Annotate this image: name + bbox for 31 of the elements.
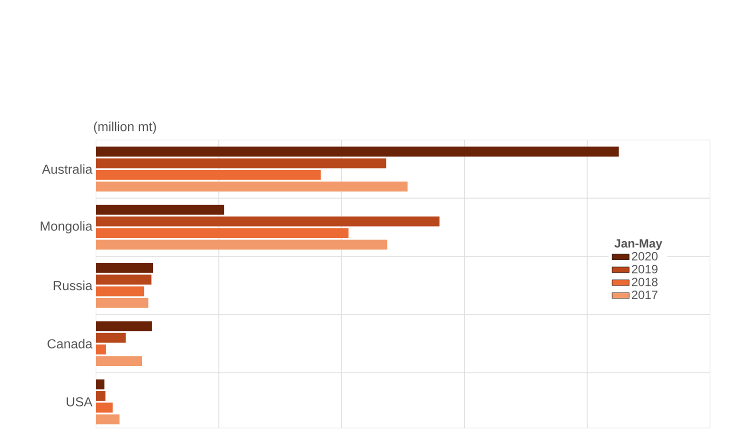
bar xyxy=(96,274,152,285)
y-tick-label: Mongolia xyxy=(40,221,92,234)
bar xyxy=(96,182,408,192)
bar xyxy=(96,228,349,238)
bar xyxy=(96,344,106,354)
legend-label: 2018 xyxy=(632,278,658,286)
bar xyxy=(96,402,113,413)
bar xyxy=(96,391,106,401)
y-tick-label: USA xyxy=(66,397,92,406)
legend-label: 2017 xyxy=(632,290,658,300)
y-tick-label: Russia xyxy=(54,280,92,290)
bar xyxy=(96,240,388,250)
legend-label: 2020 xyxy=(632,252,658,260)
bar xyxy=(96,204,224,215)
bar xyxy=(96,298,148,308)
bar xyxy=(96,146,619,157)
bar xyxy=(96,286,144,296)
bar xyxy=(96,414,120,424)
x-axis-title: (million mt) xyxy=(94,122,156,134)
bar xyxy=(96,170,321,180)
bar xyxy=(96,356,142,366)
y-tick-label: Australia xyxy=(42,164,92,174)
bar xyxy=(96,216,440,226)
legend-title: Jan-May xyxy=(614,239,662,250)
bar xyxy=(96,332,126,343)
bar xyxy=(96,158,386,168)
bar xyxy=(96,379,104,390)
bar xyxy=(96,263,153,273)
y-tick-label: Canada xyxy=(48,338,92,348)
legend-label: 2019 xyxy=(632,264,658,274)
bar xyxy=(96,321,152,332)
